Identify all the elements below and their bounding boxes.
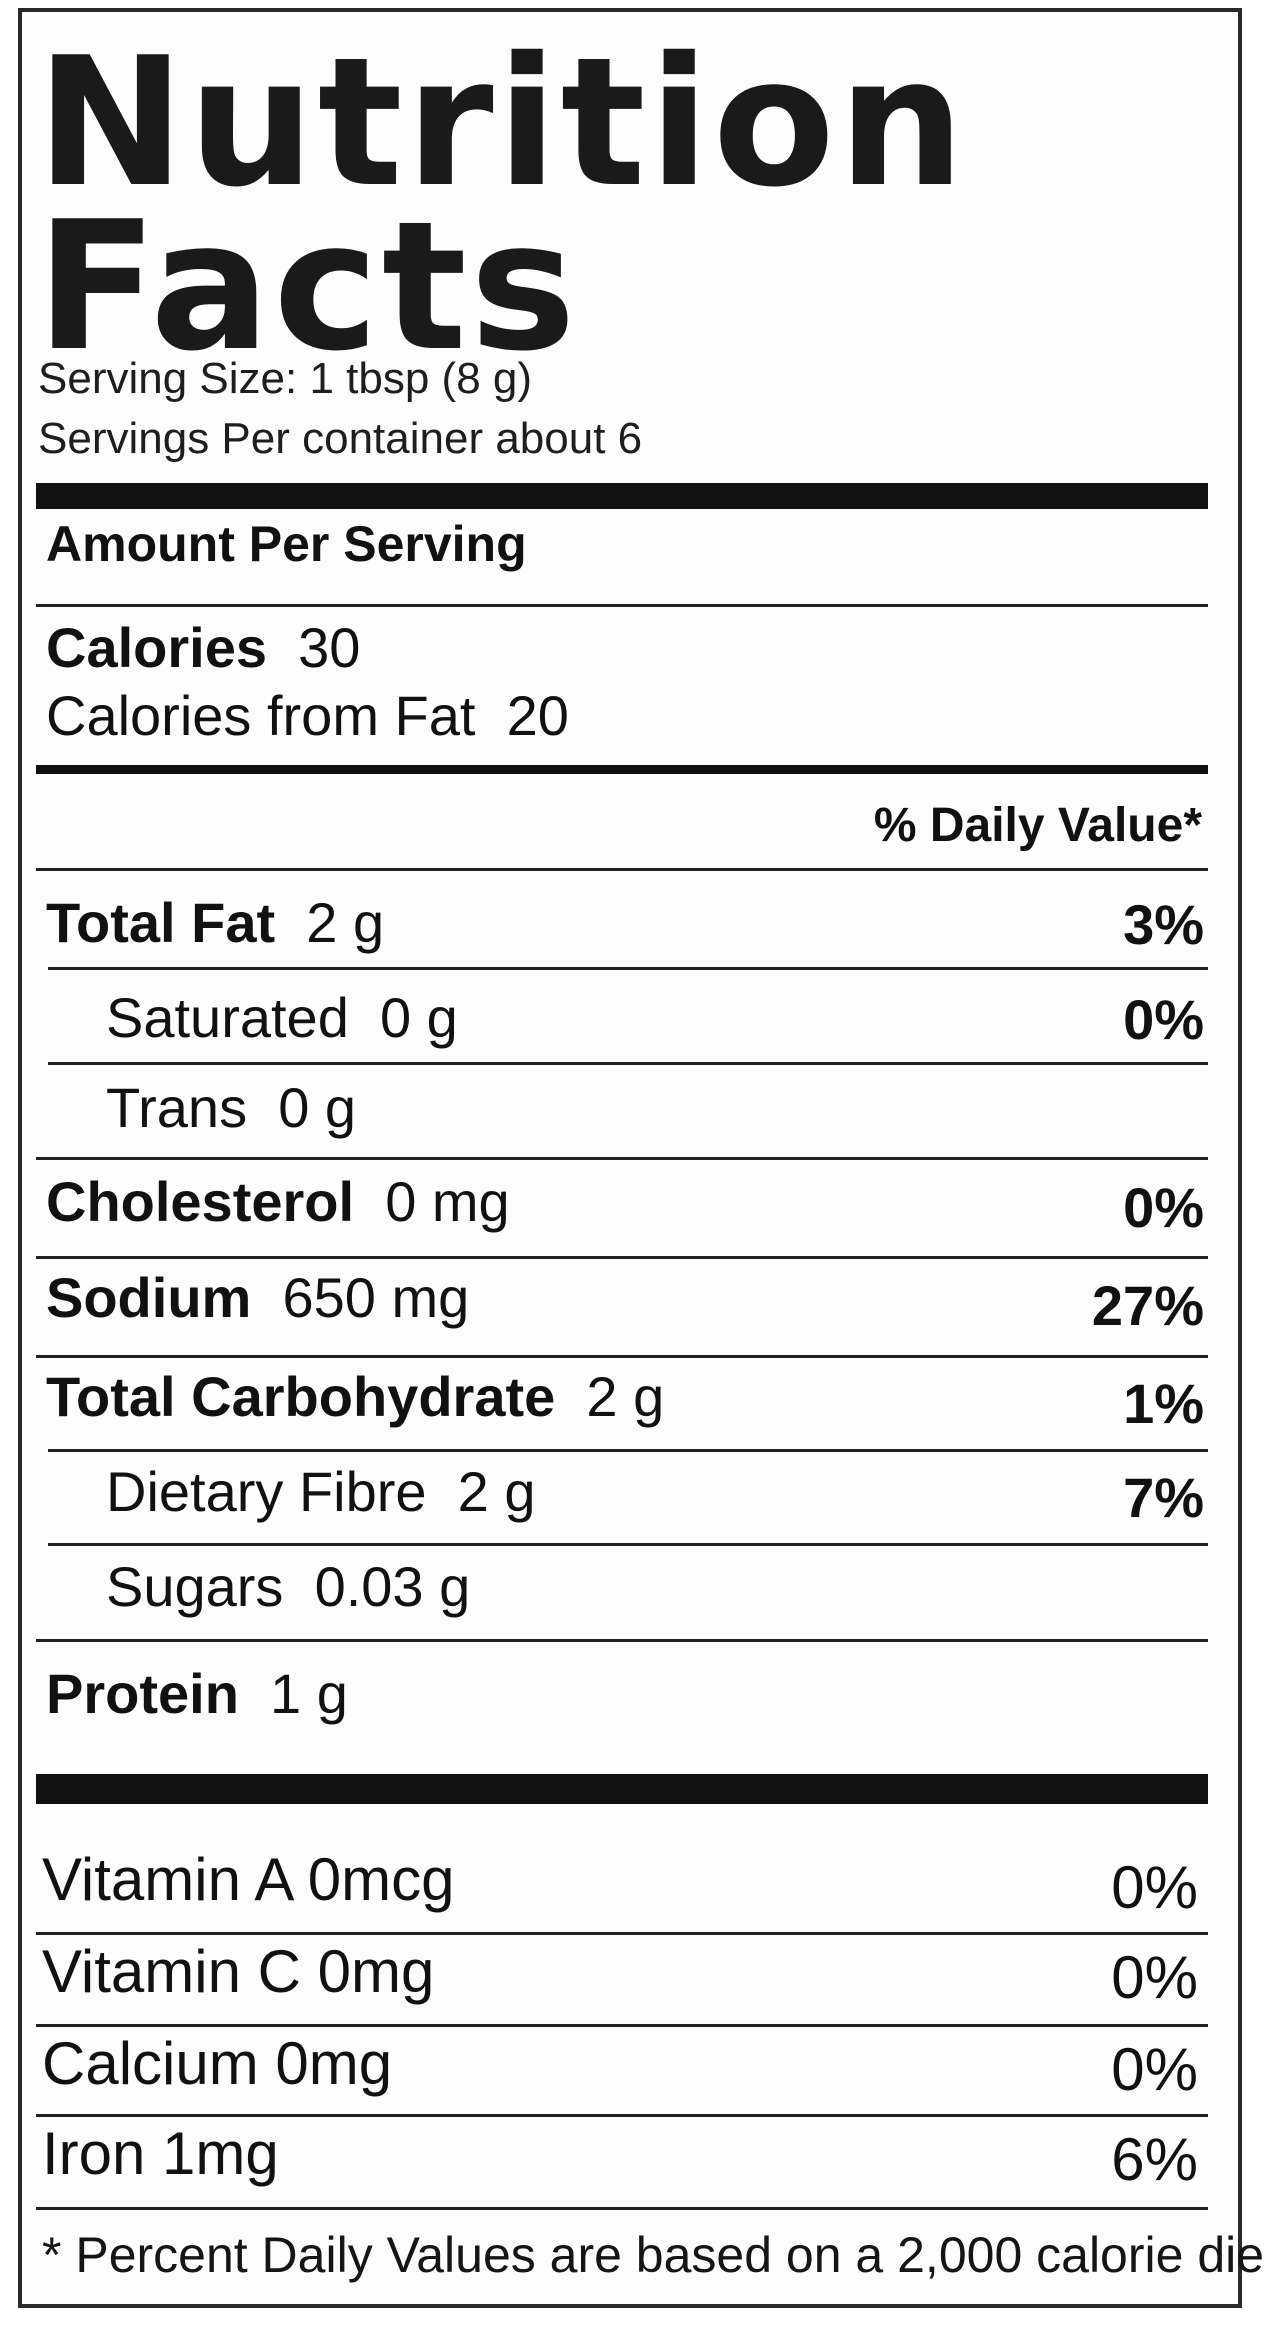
divider <box>48 1449 1208 1452</box>
divider <box>48 1062 1208 1065</box>
nutrient-name: Trans <box>106 1076 248 1139</box>
calories-value: 30 <box>298 616 361 679</box>
nutrient-row-cholesterol: Cholesterol 0 mg <box>46 1174 510 1230</box>
calories-line: Calories 30 <box>46 620 360 676</box>
calories-label: Calories <box>46 616 267 679</box>
vitamin-dv: 0% <box>1111 2036 1198 2103</box>
vitamin-dv: 0% <box>1111 1854 1198 1921</box>
nutrient-name: Saturated <box>106 986 349 1049</box>
nutrient-row-total-fat: Total Fat 2 g <box>46 895 384 951</box>
servings-per-container: Servings Per container about 6 <box>38 414 643 463</box>
divider <box>36 604 1208 607</box>
vitamin-row: Calcium 0mg <box>42 2030 393 2097</box>
nutrition-facts-label: Nutrition Facts Serving Size: 1 tbsp (8 … <box>18 8 1264 2308</box>
thick-divider <box>36 483 1208 509</box>
vitamin-row: Vitamin A 0mcg <box>42 1846 455 1913</box>
amount-per-serving: Amount Per Serving <box>46 516 527 572</box>
nutrient-amount: 0 g <box>379 986 458 1049</box>
vitamin-dv: 6% <box>1111 2126 1198 2193</box>
nutrient-amount: 2 g <box>457 1460 536 1523</box>
vitamin-row: Vitamin C 0mg <box>42 1938 435 2005</box>
nutrient-name: Cholesterol <box>46 1170 355 1233</box>
title-nutrition: Nutrition <box>36 19 968 226</box>
nutrient-name: Sodium <box>46 1266 252 1329</box>
title-facts: Facts <box>36 183 579 390</box>
nutrient-row-trans: Trans 0 g <box>106 1080 356 1136</box>
calories-from-fat-value: 20 <box>506 684 569 747</box>
calories-from-fat-label: Calories from Fat <box>46 684 476 747</box>
serving-size: Serving Size: 1 tbsp (8 g) <box>38 354 533 403</box>
divider <box>36 1157 1208 1160</box>
nutrient-row-protein: Protein 1 g <box>46 1666 348 1722</box>
nutrient-row-dietary-fibre: Dietary Fibre 2 g <box>106 1464 536 1520</box>
vitamin-dv: 0% <box>1111 1944 1198 2011</box>
calories-from-fat-line: Calories from Fat 20 <box>46 688 569 744</box>
nutrient-dv: 0% <box>1123 1176 1204 1239</box>
thick-divider <box>36 1774 1208 1804</box>
divider <box>48 967 1208 970</box>
divider <box>36 2207 1208 2210</box>
nutrient-dv: 27% <box>1091 1274 1204 1337</box>
nutrient-amount: 2 g <box>306 891 385 954</box>
nutrient-dv: 7% <box>1123 1466 1204 1529</box>
nutrient-amount: 0.03 g <box>314 1555 471 1618</box>
nutrient-amount: 1 g <box>270 1662 348 1725</box>
nutrient-row-sugars: Sugars 0.03 g <box>106 1559 470 1615</box>
vitamin-row: Iron 1mg <box>42 2120 279 2187</box>
nutrient-amount: 0 mg <box>385 1170 510 1233</box>
nutrient-amount: 650 mg <box>282 1266 470 1329</box>
divider <box>36 2024 1208 2027</box>
nutrient-name: Sugars <box>106 1555 284 1618</box>
divider <box>36 2114 1208 2117</box>
divider <box>36 1355 1208 1358</box>
nutrient-amount: 0 g <box>278 1076 357 1139</box>
nutrient-name: Protein <box>46 1662 239 1725</box>
divider <box>36 868 1208 871</box>
medium-divider <box>36 765 1208 774</box>
nutrient-amount: 2 g <box>586 1365 665 1428</box>
divider <box>36 1639 1208 1642</box>
daily-value-header: % Daily Value* <box>873 799 1202 852</box>
divider <box>36 1932 1208 1935</box>
nutrient-name: Dietary Fibre <box>106 1460 427 1523</box>
nutrient-name: Total Fat <box>46 891 276 954</box>
nutrient-dv: 1% <box>1123 1372 1204 1435</box>
footnote: * Percent Daily Values are based on a 2,… <box>42 2227 1264 2283</box>
nutrient-row-saturated: Saturated 0 g <box>106 990 458 1046</box>
nutrient-dv: 0% <box>1123 988 1204 1051</box>
nutrient-row-total-carbohydrate: Total Carbohydrate 2 g <box>46 1369 664 1425</box>
nutrient-name: Total Carbohydrate <box>46 1365 556 1428</box>
divider <box>36 1256 1208 1259</box>
nutrient-row-sodium: Sodium 650 mg <box>46 1270 469 1326</box>
divider <box>48 1543 1208 1546</box>
nutrient-dv: 3% <box>1123 893 1204 956</box>
